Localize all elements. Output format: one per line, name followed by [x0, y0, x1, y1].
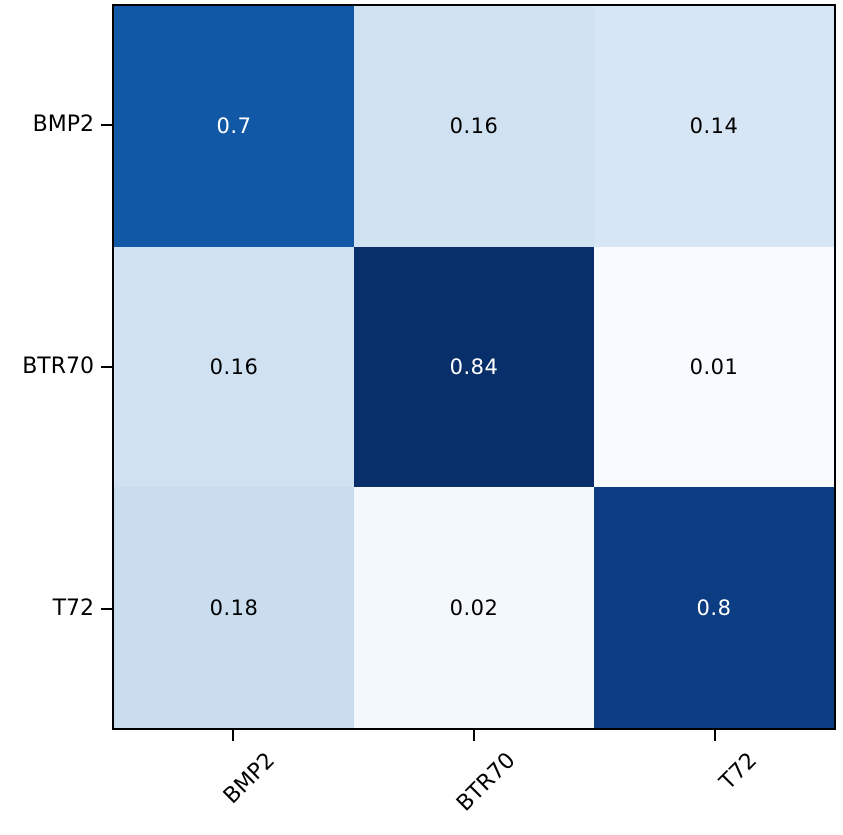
- x-axis-tick-label: BMP2: [218, 748, 280, 810]
- heatmap-cell-btr70-btr70: 0.84: [354, 246, 594, 488]
- heatmap-plot-area: 0.7 0.16 0.14 0.16 0.84 0.01 0.18 0.02 0…: [112, 4, 836, 730]
- heatmap-cell-t72-bmp2: 0.18: [114, 487, 354, 728]
- x-axis-tick-label: BTR70: [452, 748, 521, 817]
- heatmap-cell-bmp2-bmp2: 0.7: [114, 6, 354, 247]
- y-axis-tick-label: T72: [52, 596, 94, 621]
- heatmap-cell-btr70-t72: 0.01: [594, 246, 834, 488]
- heatmap-cell-t72-t72: 0.8: [594, 487, 834, 728]
- heatmap-cell-bmp2-btr70: 0.16: [354, 6, 594, 247]
- y-axis-tick-mark: [101, 366, 112, 368]
- x-axis-tick-mark: [473, 730, 475, 741]
- heatmap-cell-t72-btr70: 0.02: [354, 487, 594, 728]
- heatmap-cell-bmp2-t72: 0.14: [594, 6, 834, 247]
- y-axis-tick-mark: [101, 124, 112, 126]
- x-axis-tick-mark: [232, 730, 234, 741]
- y-axis-tick-label: BMP2: [32, 112, 94, 137]
- x-axis-tick-mark: [714, 730, 716, 741]
- heatmap-cell-btr70-bmp2: 0.16: [114, 246, 354, 488]
- y-axis-tick-label: BTR70: [22, 354, 94, 379]
- y-axis-tick-mark: [101, 608, 112, 610]
- x-axis-tick-label: T72: [714, 748, 762, 795]
